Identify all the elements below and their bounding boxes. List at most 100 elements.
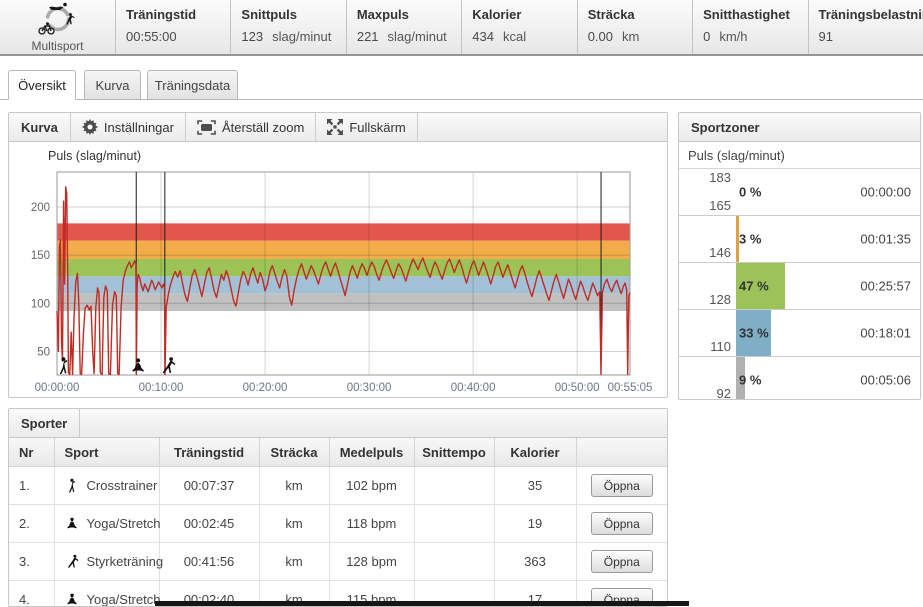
zone-time: 00:25:57 [860,279,911,294]
sport-avg-hr: 118 bpm [329,505,414,543]
zone-time: 00:05:06 [860,373,911,388]
col-header-actions [576,438,667,467]
zone-percent: 9 % [739,373,761,388]
hr-zone-band [57,223,630,240]
sport-distance: km [259,467,329,505]
sport-calories: 35 [494,467,576,505]
fullsk-rm-button[interactable]: Fullskärm [316,113,417,141]
y-tick-label: 200 [31,202,50,214]
zone-upper-bound: 183 [679,170,731,185]
sportzones-header: Sportzoner [679,113,920,142]
sports-panel: Sporter NrSportTräningstidSträckaMedelpu… [8,408,668,607]
summary-bar: Multisport Träningstid00:55:00Snittpuls1… [0,0,923,56]
crosstrainer-icon [60,357,68,374]
sport-cell: Yoga/Stretch [54,581,159,607]
sport-calories: 363 [494,543,576,581]
strength-icon [65,554,80,570]
yoga-icon [132,358,144,371]
row-number: 1. [9,467,54,505]
gear-icon [82,119,98,135]
stat-value: 91 [819,29,833,44]
stat-unit: km [622,29,639,44]
y-tick-label: 50 [37,346,50,358]
tab-tr-ningsdata[interactable]: Träningsdata [147,70,238,100]
sport-pace [414,505,494,543]
stat-label: Sträcka [588,7,688,22]
toolbar-button-label: Inställningar [104,120,174,135]
x-tick-label: 00:50:00 [555,382,600,394]
sports-table: NrSportTräningstidSträckaMedelpulsSnitte… [9,438,667,607]
tab-kurva[interactable]: Kurva [84,70,141,100]
open-sport-button[interactable]: Öppna [591,512,653,535]
curve-panel-title: Kurva [9,113,71,141]
zone-lower-bound: 110 [679,339,731,354]
multisport-icon [35,1,81,42]
chart-title: Puls (slag/minut) [48,149,141,163]
stat-unit: km/h [719,29,747,44]
sport-row: 1.Crosstrainer00:07:37km102 bpm35Öppna [9,467,667,505]
zone-lower-bound: 165 [679,198,731,213]
heart-rate-chart[interactable]: Puls (slag/minut)5010015020000:00:0000:1… [9,142,667,398]
open-sport-button[interactable]: Öppna [591,474,653,497]
zone-time: 00:01:35 [860,232,911,247]
zone-percent: 3 % [739,232,761,247]
col-header-str-cka: Sträcka [259,438,329,467]
yoga-icon [65,592,80,607]
col-header-kalorier: Kalorier [494,438,576,467]
sportzones-subtitle: Puls (slag/minut) [679,142,920,169]
sport-name: Yoga/Stretch [87,592,161,607]
stat-unit: slag/minut [272,29,331,44]
sport-time: 00:02:45 [159,505,259,543]
sport-name: Styrketräning [87,554,164,569]
sport-distance: km [259,543,329,581]
stat-unit: slag/minut [388,29,447,44]
x-tick-label: 00:00:00 [35,382,80,394]
x-tick-label: 00:40:00 [451,382,496,394]
inst-llningar-button[interactable]: Inställningar [71,113,186,141]
y-tick-label: 150 [31,250,50,262]
x-tick-label: 00:30:00 [347,382,392,394]
sport-pace [414,467,494,505]
zone-percent: 33 % [739,326,769,341]
sportzone-row: 11033 %00:18:01 [679,310,920,357]
reset-zoom-icon [197,120,216,135]
zone-lower-bound: 146 [679,245,731,260]
sport-row: 2.Yoga/Stretch00:02:45km118 bpm19Öppna [9,505,667,543]
sport-pace [414,543,494,581]
curve-panel-header: Kurva Inställningar Återställ zoom Fullskä… [9,113,667,142]
col-header-medelpuls: Medelpuls [329,438,414,467]
col-header-tr-ningstid: Träningstid [159,438,259,467]
sportzone-row: 146 3 % 00:01:35 [679,216,920,263]
sport-name: Yoga/Stretch [87,516,161,531]
stat-tr-ningsbelastning: Träningsbelastning 91 [809,0,923,54]
row-number: 3. [9,543,54,581]
sport-distance: km [259,505,329,543]
sport-name: Crosstrainer [87,478,158,493]
stat-value: 434 [472,29,494,44]
sportzone-row: 92 9 % 00:05:06 [679,357,920,400]
crosstrainer-icon [65,478,80,494]
stat-label: Snitthastighet [703,7,803,22]
-terst-ll-zoom-button[interactable]: Återställ zoom [186,113,316,141]
sport-cell: Yoga/Stretch [54,505,159,543]
tab--versikt[interactable]: Översikt [8,70,76,100]
col-header-nr: Nr [9,438,54,467]
sport-calories: 19 [494,505,576,543]
stat-value: 00:55:00 [126,29,177,44]
stat-label: Träningsbelastning [819,7,919,22]
zone-time: 00:00:00 [860,185,911,200]
toolbar-button-label: Fullskärm [349,120,405,135]
sports-panel-header: Sporter [9,409,667,438]
stat-snitthastighet: Snitthastighet0km/h [693,0,808,54]
stat-snittpuls: Snittpuls123slag/minut [231,0,346,54]
y-tick-label: 100 [31,298,50,310]
open-sport-button[interactable]: Öppna [591,550,653,573]
toolbar-button-label: Återställ zoom [222,120,304,135]
fullscreen-icon [327,119,343,135]
stat-unit: kcal [503,29,526,44]
sportzones-title: Sportzoner [679,113,772,141]
sport-type-cell: Multisport [0,0,116,54]
curve-panel: Kurva Inställningar Återställ zoom Fullskä… [8,112,668,398]
stat-str-cka: Sträcka0.00km [578,0,693,54]
zone-lower-bound: 92 [679,386,731,400]
